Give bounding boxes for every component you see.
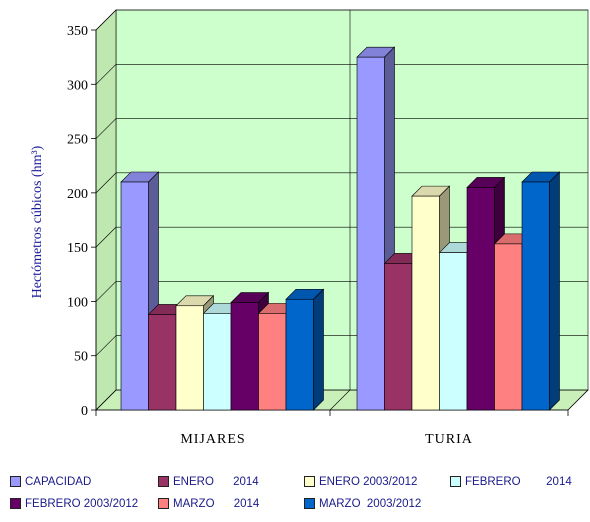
bar-side-face xyxy=(313,288,324,411)
bar-front-face xyxy=(258,313,287,411)
legend-item-enero-2014: ENERO 2014 xyxy=(158,474,259,490)
category-divider-floor xyxy=(329,389,351,411)
bar-mijares-capacidad xyxy=(120,171,160,411)
legend-swatch xyxy=(10,497,21,509)
bar-front-face xyxy=(230,302,259,411)
bar-front-face xyxy=(521,181,550,411)
legend-item-febrero-2003-2012: FEBRERO 2003/2012 xyxy=(10,496,138,512)
legend-item-marzo-2003-2012: MARZO 2003/2012 xyxy=(304,496,421,512)
gridline-side xyxy=(95,118,117,139)
bar-front-face xyxy=(384,263,413,411)
bar-front-face xyxy=(494,243,523,411)
legend-label: CAPACIDAD xyxy=(25,476,92,488)
legend: CAPACIDAD ENERO 2014 ENERO 2003/2012 FEBRER… xyxy=(10,474,584,522)
y-tick-label: 250 xyxy=(67,133,88,148)
y-tick-label: 350 xyxy=(67,24,88,39)
legend-item-capacidad: CAPACIDAD xyxy=(10,474,91,490)
reservoir-bar-chart: 0 50 100 150 200 250 300 350 MIJARES TURIA Hectó… xyxy=(30,9,589,447)
legend-label: FEBRERO 2003/2012 xyxy=(25,498,139,510)
x-axis-labels: MIJARES TURIA xyxy=(180,432,473,447)
bars xyxy=(120,46,561,411)
legend-swatch xyxy=(304,497,315,509)
legend-row: FEBRERO 2003/2012 MARZO 2014 MARZO 2003/20… xyxy=(10,496,584,512)
gridline-side xyxy=(95,226,117,248)
y-tick-label: 150 xyxy=(67,241,88,256)
legend-item-enero-2003-2012: ENERO 2003/2012 xyxy=(304,474,417,490)
y-tick-label: 200 xyxy=(67,187,88,202)
legend-swatch xyxy=(450,475,461,487)
gridline-side xyxy=(95,335,117,356)
bar-turia-marzo-2003-2012 xyxy=(521,171,561,411)
y-tick-label: 100 xyxy=(67,295,88,310)
legend-swatch xyxy=(10,475,21,487)
y-tick-label: 0 xyxy=(81,404,88,419)
legend-label: MARZO 2014 xyxy=(173,498,260,510)
floor-edge xyxy=(567,389,589,411)
bar-front-face xyxy=(203,313,232,411)
gridline-side xyxy=(95,64,117,85)
legend-label: MARZO 2003/2012 xyxy=(319,498,422,510)
gridline-side xyxy=(95,281,117,302)
bar-front-face xyxy=(285,298,314,411)
gridline-side xyxy=(95,9,117,31)
legend-label: ENERO 2014 xyxy=(173,476,259,488)
bar-front-face xyxy=(439,252,468,411)
legend-label: ENERO 2003/2012 xyxy=(319,476,418,488)
legend-row: CAPACIDAD ENERO 2014 ENERO 2003/2012 FEBRER… xyxy=(10,474,584,490)
legend-swatch xyxy=(304,475,315,487)
y-axis-label: Hectómetros cúbicos (hm³) xyxy=(30,145,45,298)
legend-item-marzo-2014: MARZO 2014 xyxy=(158,496,259,512)
y-tick-label: 50 xyxy=(74,350,88,365)
bar-front-face xyxy=(120,181,149,411)
gridline-side xyxy=(95,389,117,411)
gridline-side xyxy=(95,172,117,194)
x-tick-label-mijares: MIJARES xyxy=(180,432,245,447)
bar-front-face xyxy=(148,314,177,411)
bar-front-face xyxy=(356,56,385,411)
bar-mijares-marzo-2003-2012 xyxy=(285,288,325,411)
bar-side-face xyxy=(549,171,560,411)
y-tick-label: 300 xyxy=(67,78,88,93)
bar-front-face xyxy=(175,305,204,411)
legend-swatch xyxy=(158,497,169,509)
bar-front-face xyxy=(411,195,440,411)
legend-swatch xyxy=(158,475,169,487)
bar-front-face xyxy=(466,187,495,411)
legend-label: FEBRERO 2014 xyxy=(465,476,572,488)
x-tick-label-turia: TURIA xyxy=(425,432,473,447)
plot-side-wall xyxy=(95,9,117,411)
legend-item-febrero-2014: FEBRERO 2014 xyxy=(450,474,572,490)
